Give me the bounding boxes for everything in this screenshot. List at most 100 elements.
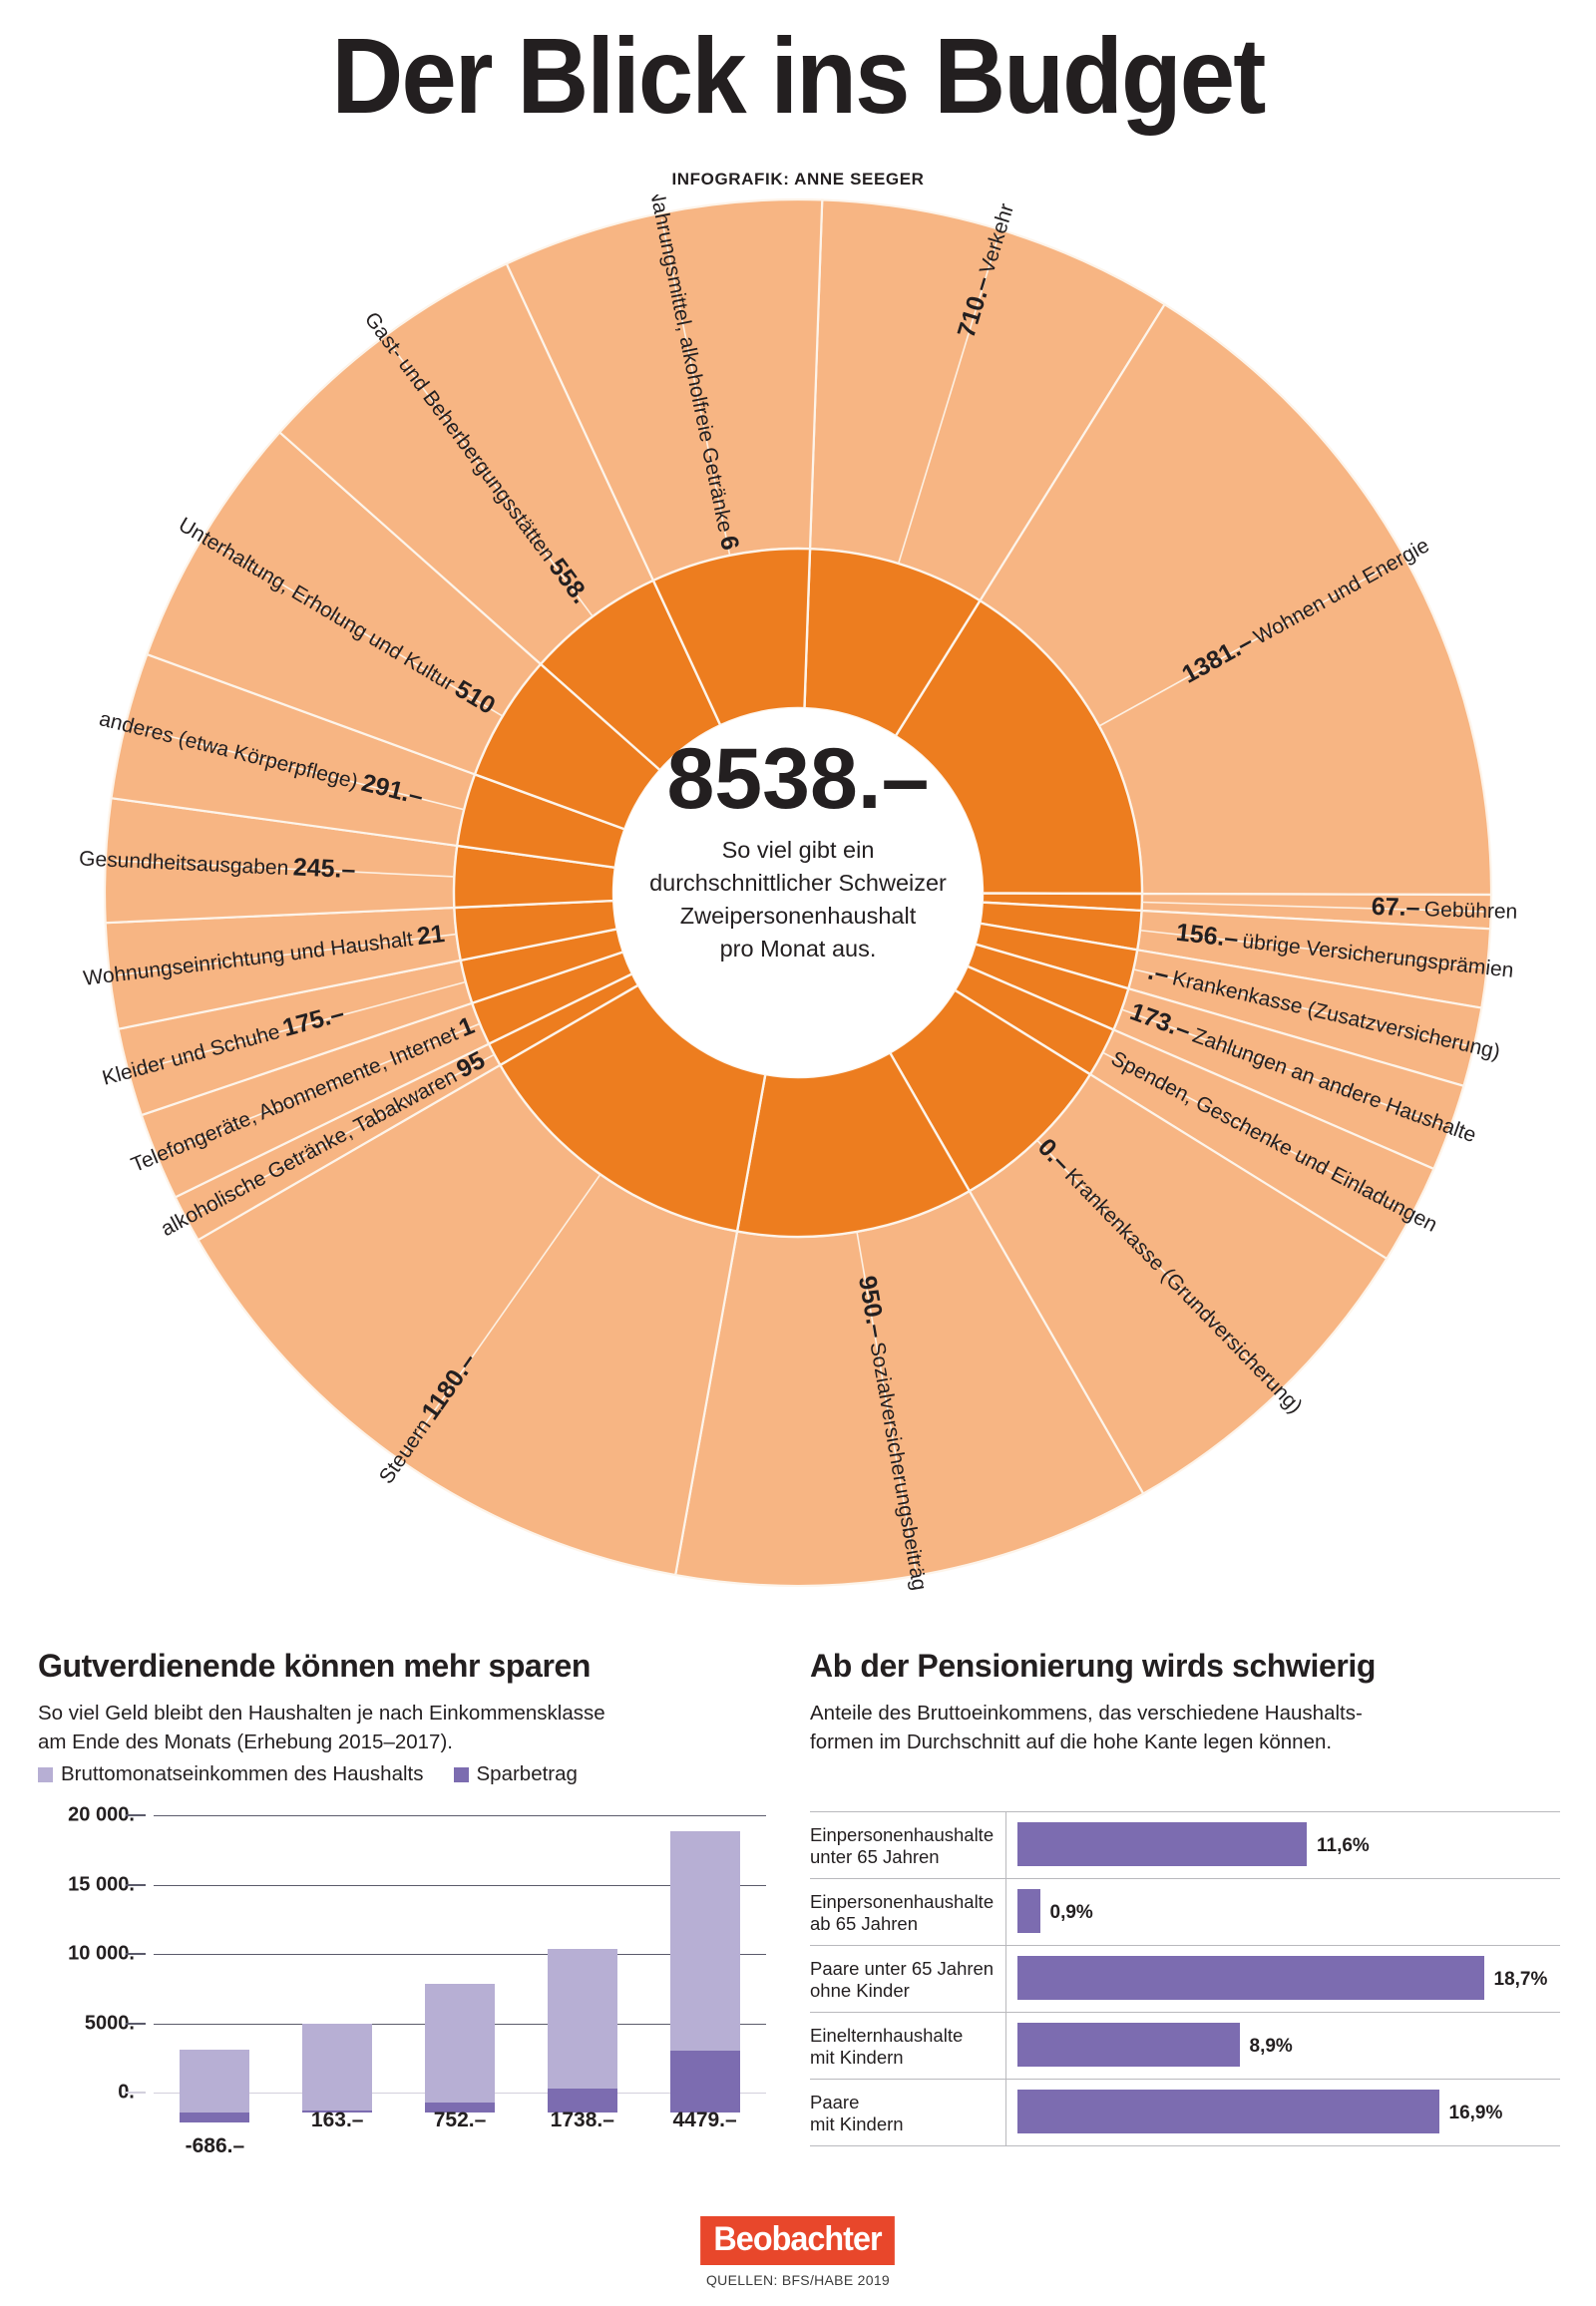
y-axis-tick-label: 10 000.– <box>68 1942 146 1965</box>
hbar <box>1017 2023 1240 2067</box>
sources-line: QUELLEN: BFS/HABE 2019 <box>705 2272 890 2288</box>
hbar-value-label: 18,7% <box>1493 1969 1548 1990</box>
y-axis-tick-mark <box>126 2092 146 2094</box>
hbar-row-label-line2: ohne Kinder <box>810 1980 910 2002</box>
bar-gross-income <box>180 2049 250 2113</box>
donut-center-caption-1: So viel gibt ein <box>722 837 875 863</box>
x-axis-category-label: 163.– <box>310 2109 364 2131</box>
bar-chart-savings: 0.– 5000.– 10 000.– 15 000.– 20 000.– -686.–… <box>38 1804 766 2157</box>
x-axis-category-label: -686.– <box>185 2134 245 2157</box>
row-divider <box>810 1945 1560 1946</box>
hbar-row-label-line2: unter 65 Jahren <box>810 1846 940 1868</box>
donut-center: 8538.– So viel gibt ein durchschnittlich… <box>649 731 947 961</box>
bar-savings-amount <box>302 2110 373 2113</box>
donut-hole <box>613 708 983 1077</box>
donut-center-caption-3: Zweipersonenhaushalt <box>680 903 917 929</box>
hbar <box>1017 2090 1439 2133</box>
hbar-value-label: 8,9% <box>1249 2036 1293 2057</box>
panel-right-title: Ab der Pensionierung wirds schwierig <box>810 1648 1377 1684</box>
y-axis-tick-mark <box>126 2022 146 2025</box>
donut-center-caption-4: pro Monat aus. <box>720 936 877 961</box>
donut-center-value: 8538.– <box>666 731 929 827</box>
hbar-value-label: 16,9% <box>1448 2103 1503 2123</box>
bar-gross-income <box>547 1948 617 2113</box>
bar-savings-amount <box>547 2088 617 2113</box>
bar-group <box>425 1835 495 2144</box>
donut-leader-line <box>1141 901 1485 913</box>
donut-leader-line <box>162 1022 481 1156</box>
panel-savings-by-household: Ab der Pensionierung wirds schwierig Ant… <box>810 1648 1560 1756</box>
bar-plot-area: -686.– 163.– 752.– 1738.– 4479.– <box>154 1815 766 2157</box>
donut-leader-line <box>1036 1139 1277 1388</box>
y-axis-tick-label: 20 000.– <box>68 1803 146 1826</box>
row-divider <box>810 2012 1560 2013</box>
gridline <box>154 1815 766 1816</box>
panel-left-subtitle-line2: am Ende des Monats (Erhebung 2015–2017). <box>38 1730 453 1754</box>
x-axis-category-label: 1738.– <box>550 2109 614 2131</box>
hbar-row-label: Einpersonenhaushalte unter 65 Jahren <box>810 1824 1001 1868</box>
donut-leader-line <box>191 1053 495 1217</box>
bar-savings-amount <box>180 2113 250 2122</box>
label-column-divider <box>1005 1811 1006 2145</box>
donut-leader-line <box>1133 968 1468 1047</box>
legend-swatch-gross <box>38 1766 53 1782</box>
donut-slice-label: 67.– Gebühren <box>1371 893 1517 924</box>
donut-leader-line <box>1139 929 1481 969</box>
hbar-row-label: Einpersonenhaushalte ab 65 Jahren <box>810 1891 1001 1935</box>
hbar-row-label-line1: Paare <box>810 2092 860 2113</box>
donut-leader-line <box>207 539 504 717</box>
donut-leader-line <box>402 1173 601 1456</box>
gridline <box>154 1884 766 1886</box>
legend-label-save: Sparbetrag <box>476 1762 578 1786</box>
hbar-row-label: Paare unter 65 Jahren ohne Kinder <box>810 1958 1001 2002</box>
panel-left-title: Gutverdienende können mehr sparen <box>38 1648 592 1684</box>
bar-group <box>547 1835 617 2144</box>
hbar-value-label: 0,9% <box>1049 1902 1093 1923</box>
bar-gross-income <box>302 2024 373 2113</box>
hbar <box>1017 1889 1040 1933</box>
hbar-row-label-line1: Einpersonenhaushalte <box>810 1891 995 1912</box>
bar-savings-amount <box>425 2102 495 2113</box>
donut-leader-line <box>1121 1008 1445 1127</box>
row-divider <box>810 1878 1560 1879</box>
hbar-row-label-line1: Einpersonenhaushalte <box>810 1824 995 1845</box>
hbar-row-label-line2: mit Kindern <box>810 2047 904 2069</box>
legend-label-gross: Bruttomonatseinkommen des Haushalts <box>61 1762 424 1786</box>
credit-line: INFOGRAFIK: ANNE SEEGER <box>671 170 925 189</box>
hbar-chart-household: Einpersonenhaushalte unter 65 Jahren 11,6%… <box>810 1811 1560 2146</box>
y-axis-tick-mark <box>126 1953 146 1955</box>
hbar <box>1017 1822 1307 1866</box>
y-axis-labels: 0.– 5000.– 10 000.– 15 000.– 20 000.– <box>38 1804 146 2144</box>
legend-swatch-save <box>453 1766 469 1782</box>
hbar-row-label-line2: ab 65 Jahren <box>810 1913 919 1935</box>
donut-chart: 710.– Verkehr 1381.– Wohnen und Energie 67… <box>0 194 1596 1591</box>
x-axis-category-label: 4479.– <box>672 2109 737 2131</box>
y-axis-tick-mark <box>126 1814 146 1816</box>
panel-savings-by-income: Gutverdienende können mehr sparen So vie… <box>38 1648 766 1786</box>
y-axis-tick-label: 15 000.– <box>68 1873 146 1895</box>
donut-leader-line <box>134 980 467 1072</box>
beobachter-logo: Beobachter <box>700 2216 896 2265</box>
donut-leader-line <box>897 234 999 565</box>
hbar-value-label: 11,6% <box>1317 1835 1370 1856</box>
bar-savings-amount <box>669 2050 740 2113</box>
hbar-row-label: Paare mit Kindern <box>810 2092 1001 2135</box>
donut-leader-line <box>131 725 465 811</box>
bar-gross-income <box>425 1984 495 2113</box>
donut-leader-line <box>1102 1051 1407 1213</box>
x-axis-category-label: 752.– <box>433 2109 487 2131</box>
donut-leader-line <box>856 1231 917 1570</box>
panel-right-subtitle-line1: Anteile des Bruttoeinkommens, das versch… <box>810 1702 1363 1725</box>
footer: Beobachter QUELLEN: BFS/HABE 2019 <box>0 2216 1596 2288</box>
panel-right-subtitle-line2: formen im Durchschnitt auf die hohe Kant… <box>810 1730 1333 1754</box>
y-axis-tick-label: 5000.– <box>84 2012 146 2034</box>
hbar-row-label-line2: mit Kindern <box>810 2114 904 2135</box>
panel-left-subtitle-line1: So viel Geld bleibt den Haushalten je na… <box>38 1702 605 1725</box>
donut-leader-line <box>1098 559 1400 727</box>
bar-group <box>669 1830 740 2144</box>
donut-leader-line <box>660 218 731 556</box>
row-divider <box>810 2145 1560 2146</box>
y-axis-tick-mark <box>126 1883 146 1886</box>
